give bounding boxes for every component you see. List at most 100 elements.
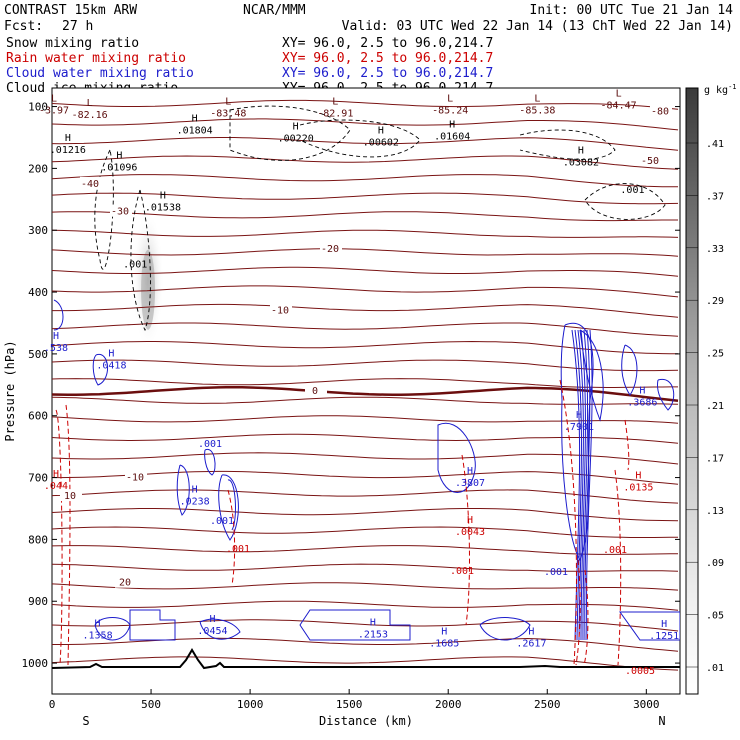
cloud-high-marker: H [576,410,582,421]
colorbar [685,87,699,695]
cloud-water-contour [586,329,593,641]
isotherm [52,285,679,298]
cloud-water-contour [571,329,581,641]
isotherm [52,563,679,572]
ice-contour [130,189,151,332]
cloud-high-value: .2153 [358,629,388,640]
label-bg [80,176,102,189]
rain-contour [575,559,581,666]
isotherm-label: -40 [81,179,99,190]
y-tick-label: 200 [28,162,48,175]
ice-high-marker: H [192,113,198,124]
rain-high-marker: H [635,471,641,482]
cloud-high-value: .7901 [564,422,594,433]
isotherm-label: -80 [651,106,669,117]
cloud-high-marker: H [108,348,114,359]
fcst-value: 27 h [62,19,93,34]
legend-label: Rain water mixing ratio [6,51,186,66]
rain-low-value: .001 [226,544,250,555]
cloud-high-value: .0418 [96,360,126,371]
cloud-water-contour [227,479,236,531]
x-tick-label: 0 [49,698,56,711]
x-tick-label: 2000 [435,698,462,711]
ice-high-value: .01096 [101,162,137,173]
isotherm [52,600,679,611]
legend-xy: XY= 96.0, 2.5 to 96.0,214.7 [282,51,493,66]
y-tick-label: 400 [28,286,48,299]
cloud-high-marker: H [53,331,59,342]
ice-high-marker: H [378,126,384,137]
snow-shading [132,209,165,350]
isotherm [52,118,679,131]
rain-water-contours [55,379,630,666]
cloud-water-contour [479,617,531,641]
isotherm-label: -10 [271,306,289,317]
label-bg [110,204,132,217]
ice-high-value: .00602 [363,138,399,149]
cloud-high-marker: H [441,627,447,638]
x-tick-label: 1000 [237,698,264,711]
label-bg [640,153,662,166]
cloud-water-contour [582,329,589,641]
rain-high-value: .0043 [455,527,485,538]
legend-label: Snow mixing ratio [6,36,139,51]
label-bg [650,104,672,117]
cloud-water-contour [94,617,131,641]
cloud-high-marker: H [192,484,198,495]
low-marker: L [447,93,453,104]
y-tick-label: 900 [28,595,48,608]
low-marker: L [332,97,338,108]
isotherm [52,340,679,355]
colorbar-label: .33 [706,244,724,255]
colorbar-label: .29 [706,296,724,307]
cloud-water-contour [299,609,411,641]
rain-contour [559,379,577,666]
cloud-water-contour [53,299,64,331]
rain-high-marker: H [467,515,473,526]
low-value: -82.91 [317,109,353,120]
isotherm [52,378,678,388]
label-bg [60,489,82,502]
valid-time: Valid: 03 UTC Wed 22 Jan 14 (13 ChT Wed … [342,19,733,34]
rain-contour [55,409,63,666]
isotherm-label: -20 [321,244,339,255]
cloud-high-value: .0454 [197,626,227,637]
label-bg [115,575,137,588]
ice-high-marker: H [65,133,71,144]
isotherm [52,508,679,522]
low-value: -83.48 [210,109,246,120]
low-marker: L [616,89,622,100]
isotherm [52,433,679,444]
isotherm [52,322,679,337]
rain-contour [583,569,589,666]
cloud-high-value: .538 [44,343,68,354]
cloud-water-contour [437,422,476,493]
rain-high-value: .0135 [623,483,653,494]
x-axis-label: Distance (km) [319,714,413,728]
isotherm [52,248,679,257]
cloud-high-marker: H [370,617,376,628]
freezing-level [52,386,679,402]
x-tick-label: 1500 [336,698,363,711]
isotherm [52,303,679,318]
center-title: NCAR/MMM [243,3,306,18]
cloud-water-contour [621,344,638,396]
isotherm-label: -10 [126,473,144,484]
cloud-high-marker: H [209,614,215,625]
legend-xy: XY= 96.0, 2.5 to 96.0,214.7 [282,66,493,81]
y-tick-label: 600 [28,410,48,423]
isotherm [52,174,678,188]
isotherm [52,582,679,591]
cloud-high-value: .3807 [455,478,485,489]
isotherm [52,192,679,205]
cloud-low-value: .001 [544,567,568,578]
cloud-high-value: .3686 [627,397,657,408]
terrain-line [52,648,680,670]
low-marker: L [87,98,93,109]
rain-contour [227,489,236,586]
cloud-water-contour [218,474,239,541]
isotherm [52,526,679,538]
ice-high-marker: H [449,119,455,130]
isotherms [52,99,679,671]
